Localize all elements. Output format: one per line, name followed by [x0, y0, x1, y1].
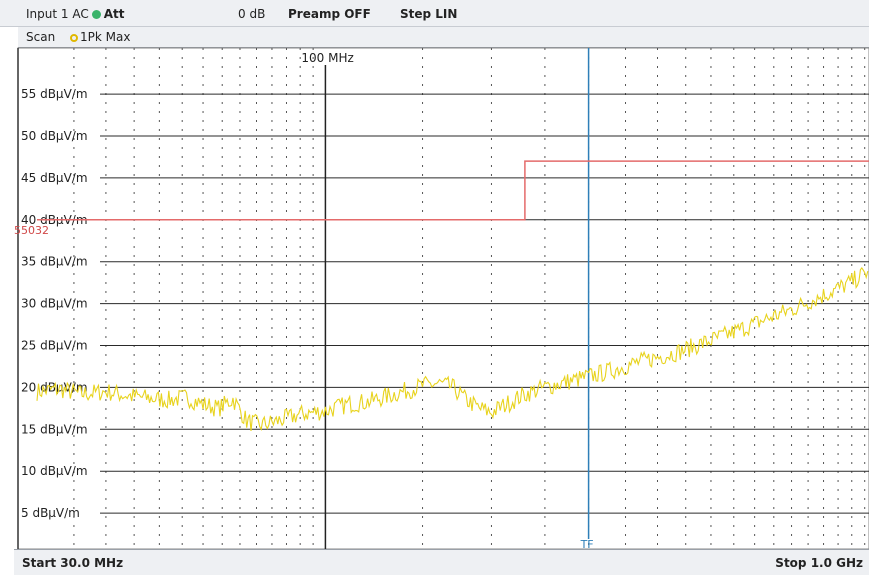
x-marker-label: 100 MHz [301, 51, 353, 65]
frequency-footer: Start 30.0 MHz Stop 1.0 GHz [14, 549, 869, 575]
preamp-status: Preamp OFF [288, 7, 371, 21]
y-tick-label: 45 dBµV/m [21, 171, 88, 185]
trace-legend: 1Pk Max [70, 30, 130, 44]
step-mode: Step LIN [400, 7, 458, 21]
y-tick-label: 55 dBµV/m [21, 87, 88, 101]
y-tick-label: 15 dBµV/m [21, 422, 88, 436]
start-frequency: Start 30.0 MHz [22, 556, 124, 570]
scan-tab[interactable]: Scan [26, 30, 56, 44]
limit-line [37, 160, 869, 221]
y-tick-label: 30 dBµV/m [21, 297, 88, 311]
y-tick-label: 5 dBµV/m [21, 506, 80, 520]
y-tick-label: 25 dBµV/m [21, 339, 88, 353]
y-tick-label: 50 dBµV/m [21, 129, 88, 143]
input-label: Input 1 AC Att [26, 7, 125, 21]
limit-line-label: 55032 [14, 224, 49, 237]
trace-color-icon [70, 33, 78, 42]
tf-marker-label: TF [580, 538, 594, 551]
trace-1pk-max [36, 266, 869, 432]
y-tick-label: 10 dBµV/m [21, 464, 88, 478]
stop-frequency: Stop 1.0 GHz [775, 556, 863, 570]
plot-area [17, 47, 869, 550]
y-tick-label: 35 dBµV/m [21, 255, 88, 269]
instrument-header: Input 1 AC Att 0 dB Preamp OFF Step LIN [0, 0, 869, 27]
status-dot-icon [91, 10, 101, 19]
att-value: 0 dB [238, 7, 266, 21]
